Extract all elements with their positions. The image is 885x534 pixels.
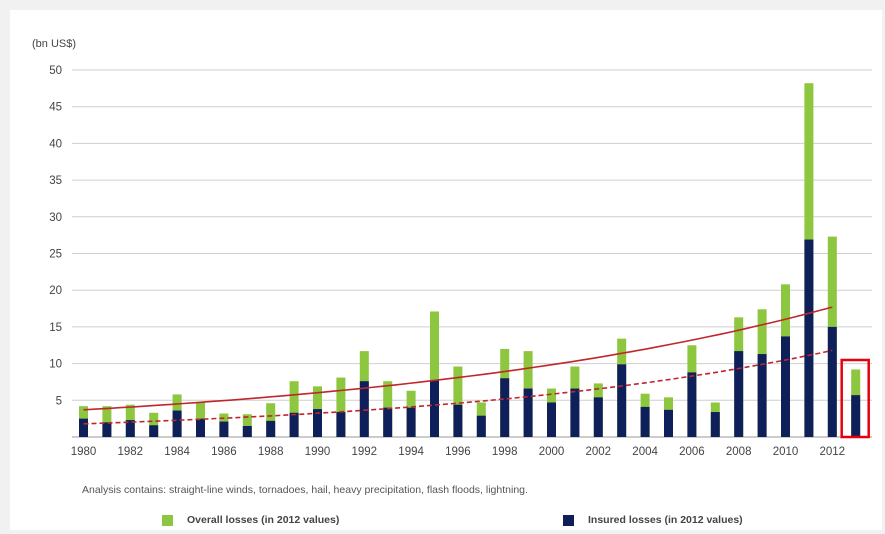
bar-overall-1987 — [242, 414, 252, 437]
bar-insured-1981 — [102, 422, 112, 437]
legend-insured-losses: Insured losses (in 2012 values) — [563, 514, 743, 526]
x-tick-label: 1998 — [492, 446, 518, 458]
bar-insured-1985 — [196, 418, 205, 437]
bar-overall-1995 — [430, 311, 439, 437]
bar-insured-1991 — [336, 412, 346, 437]
chart-panel: (bn US$) 5 10 15 20 25 30 35 40 45 50 1980 1982 1984 1… — [10, 10, 882, 530]
bar-insured-2008 — [734, 351, 744, 437]
bar-insured-1987 — [242, 425, 252, 437]
bar-insured-1993 — [383, 407, 393, 437]
x-tick-label: 2002 — [586, 446, 612, 458]
bar-insured-1986 — [219, 421, 229, 437]
bar-insured-1995 — [430, 380, 439, 437]
bar-insured-2013 — [851, 395, 861, 437]
bar-overall-1983 — [149, 412, 159, 437]
legend-label-overall: Overall losses (in 2012 values) — [187, 514, 340, 526]
x-tick-label: 1992 — [352, 446, 378, 458]
bar-insured-1988 — [266, 420, 276, 437]
bar-insured-1994 — [406, 407, 416, 437]
bar-insured-2010 — [781, 336, 790, 437]
bar-insured-1980 — [79, 418, 88, 437]
analysis-note: Analysis contains: straight-line winds, … — [82, 484, 528, 496]
bar-insured-1998 — [500, 378, 510, 437]
x-tick-label: 1994 — [398, 446, 424, 458]
bar-overall-1981 — [102, 406, 112, 437]
bar-insured-1989 — [289, 412, 299, 437]
bar-insured-2000 — [547, 402, 556, 437]
bar-insured-1983 — [149, 425, 159, 437]
bar-insured-1982 — [125, 420, 135, 437]
y-tick-label: 20 — [49, 285, 62, 297]
bar-insured-2005 — [664, 409, 673, 437]
y-tick-label: 15 — [49, 322, 62, 334]
x-tick-label: 2006 — [679, 446, 705, 458]
bar-overall-1988 — [266, 403, 276, 437]
x-tick-label: 1980 — [71, 446, 97, 458]
bar-insured-1996 — [453, 404, 463, 437]
y-tick-label: 50 — [49, 65, 62, 77]
y-tick-label: 35 — [49, 175, 62, 187]
y-tick-label: 10 — [49, 359, 62, 371]
bar-insured-2003 — [617, 364, 627, 437]
trend-line-overall — [83, 306, 833, 411]
bar-overall-1996 — [453, 366, 463, 437]
bar-insured-2004 — [640, 406, 650, 437]
x-tick-label: 1988 — [258, 446, 284, 458]
bar-insured-2006 — [687, 372, 697, 437]
bar-insured-2007 — [710, 412, 720, 437]
bar-insured-2002 — [593, 397, 603, 437]
y-tick-label: 30 — [49, 212, 62, 224]
y-tick-label: 45 — [49, 102, 62, 114]
bar-insured-1992 — [359, 381, 369, 437]
bar-insured-2009 — [757, 354, 767, 437]
x-tick-label: 1984 — [164, 446, 190, 458]
x-tick-label: 1990 — [305, 446, 331, 458]
y-tick-label: 40 — [49, 138, 62, 150]
x-tick-label: 2000 — [539, 446, 565, 458]
bar-insured-1990 — [313, 409, 322, 437]
legend-label-insured: Insured losses (in 2012 values) — [588, 514, 743, 526]
bar-overall-1991 — [336, 377, 346, 437]
x-tick-label: 2012 — [820, 446, 846, 458]
bar-insured-1997 — [476, 415, 486, 437]
y-tick-label: 25 — [49, 249, 62, 261]
bar-insured-2001 — [570, 388, 580, 437]
x-tick-label: 2008 — [726, 446, 752, 458]
bar-insured-1999 — [523, 388, 533, 437]
y-axis-unit-label: (bn US$) — [32, 38, 76, 50]
x-tick-label: 1982 — [118, 446, 144, 458]
bar-insured-1984 — [172, 410, 182, 437]
x-tick-label: 1986 — [211, 446, 237, 458]
highlight-box-2013 — [840, 358, 870, 439]
x-tick-label: 2010 — [773, 446, 799, 458]
bar-overall-1989 — [289, 381, 299, 437]
legend-overall-losses: Overall losses (in 2012 values) — [162, 514, 339, 526]
legend-swatch-insured — [563, 514, 574, 526]
legend-swatch-overall — [162, 514, 173, 526]
trend-line-insured — [83, 349, 833, 425]
y-tick-label: 5 — [56, 395, 62, 407]
bar-insured-2012 — [827, 326, 837, 437]
loss-chart: (bn US$) 5 10 15 20 25 30 35 40 45 50 1980 1982 1984 1… — [32, 38, 872, 458]
bar-insured-2011 — [804, 239, 814, 437]
x-tick-label: 1996 — [445, 446, 471, 458]
x-tick-label: 2004 — [632, 446, 658, 458]
